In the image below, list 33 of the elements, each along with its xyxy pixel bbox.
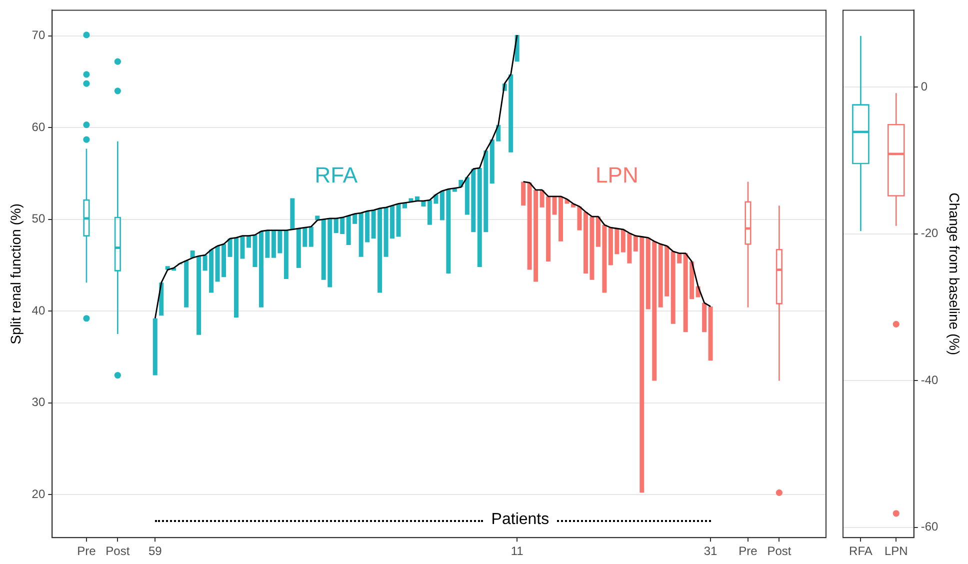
x-tick-label: Post <box>106 544 130 558</box>
annotation: Patients <box>491 511 550 528</box>
y-tick-label: 30 <box>32 395 46 410</box>
bar <box>152 318 158 376</box>
x-tick-label: 31 <box>704 544 718 558</box>
bar <box>421 200 426 206</box>
series-label: RFA <box>314 162 358 188</box>
bar <box>308 226 314 247</box>
y-tick-label: 40 <box>32 303 46 318</box>
x-tick-label: Pre <box>738 544 758 558</box>
x-tick-label: Post <box>767 544 792 558</box>
x-tick-label: 59 <box>148 544 162 558</box>
series-label: LPN <box>596 162 638 188</box>
y-tick-label: 60 <box>32 120 46 134</box>
y-tick-label: 50 <box>32 212 46 226</box>
x-tick-label: 11 <box>510 544 524 558</box>
y-axis-title: Split renal function (%) <box>7 203 24 344</box>
y2-tick-label: -60 <box>920 520 939 534</box>
y2-tick-label: -20 <box>920 226 939 240</box>
bar <box>708 306 713 361</box>
bar <box>196 256 202 335</box>
y2-tick-label: -40 <box>920 372 939 387</box>
bar <box>702 302 707 332</box>
y-tick-label: 70 <box>32 28 46 42</box>
y-tick-label: 20 <box>32 486 46 501</box>
x-tick-label: Pre <box>77 544 96 558</box>
x-tick-label: LPN <box>884 544 908 558</box>
bar <box>521 182 526 206</box>
bar <box>284 230 288 279</box>
y2-tick-label: 0 <box>920 80 928 94</box>
bar <box>290 198 295 230</box>
y2-axis-title: Change from baseline (%) <box>946 192 963 356</box>
x-tick-label: RFA <box>849 544 872 558</box>
